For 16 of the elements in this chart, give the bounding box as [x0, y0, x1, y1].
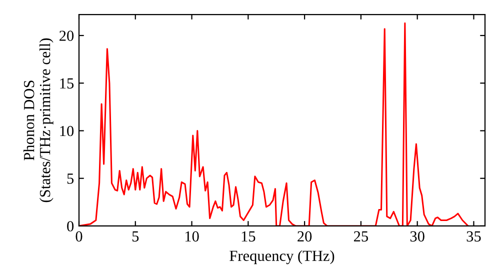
y-axis-title: Phonon DOS (States/THz·primitive cell) — [23, 38, 54, 202]
x-tick-label: 5 — [132, 231, 139, 242]
y-tick-label: 5 — [67, 174, 74, 184]
x-tick-label: 10 — [185, 231, 199, 242]
y-tick-label: 10 — [60, 126, 74, 136]
x-axis-title: Frequency (THz) — [230, 250, 334, 264]
x-tick-label: 25 — [354, 231, 368, 242]
y-tick-label: 20 — [60, 30, 74, 41]
line-series — [79, 22, 469, 226]
x-tick-label: 15 — [242, 231, 256, 242]
x-tick-label: 30 — [410, 231, 424, 242]
x-tick-label: 20 — [298, 231, 312, 242]
x-tick-label: 35 — [466, 231, 481, 242]
y-tick-label: 15 — [60, 78, 74, 89]
x-tick-label: 0 — [76, 231, 82, 242]
y-tick-label: 0 — [67, 221, 74, 232]
